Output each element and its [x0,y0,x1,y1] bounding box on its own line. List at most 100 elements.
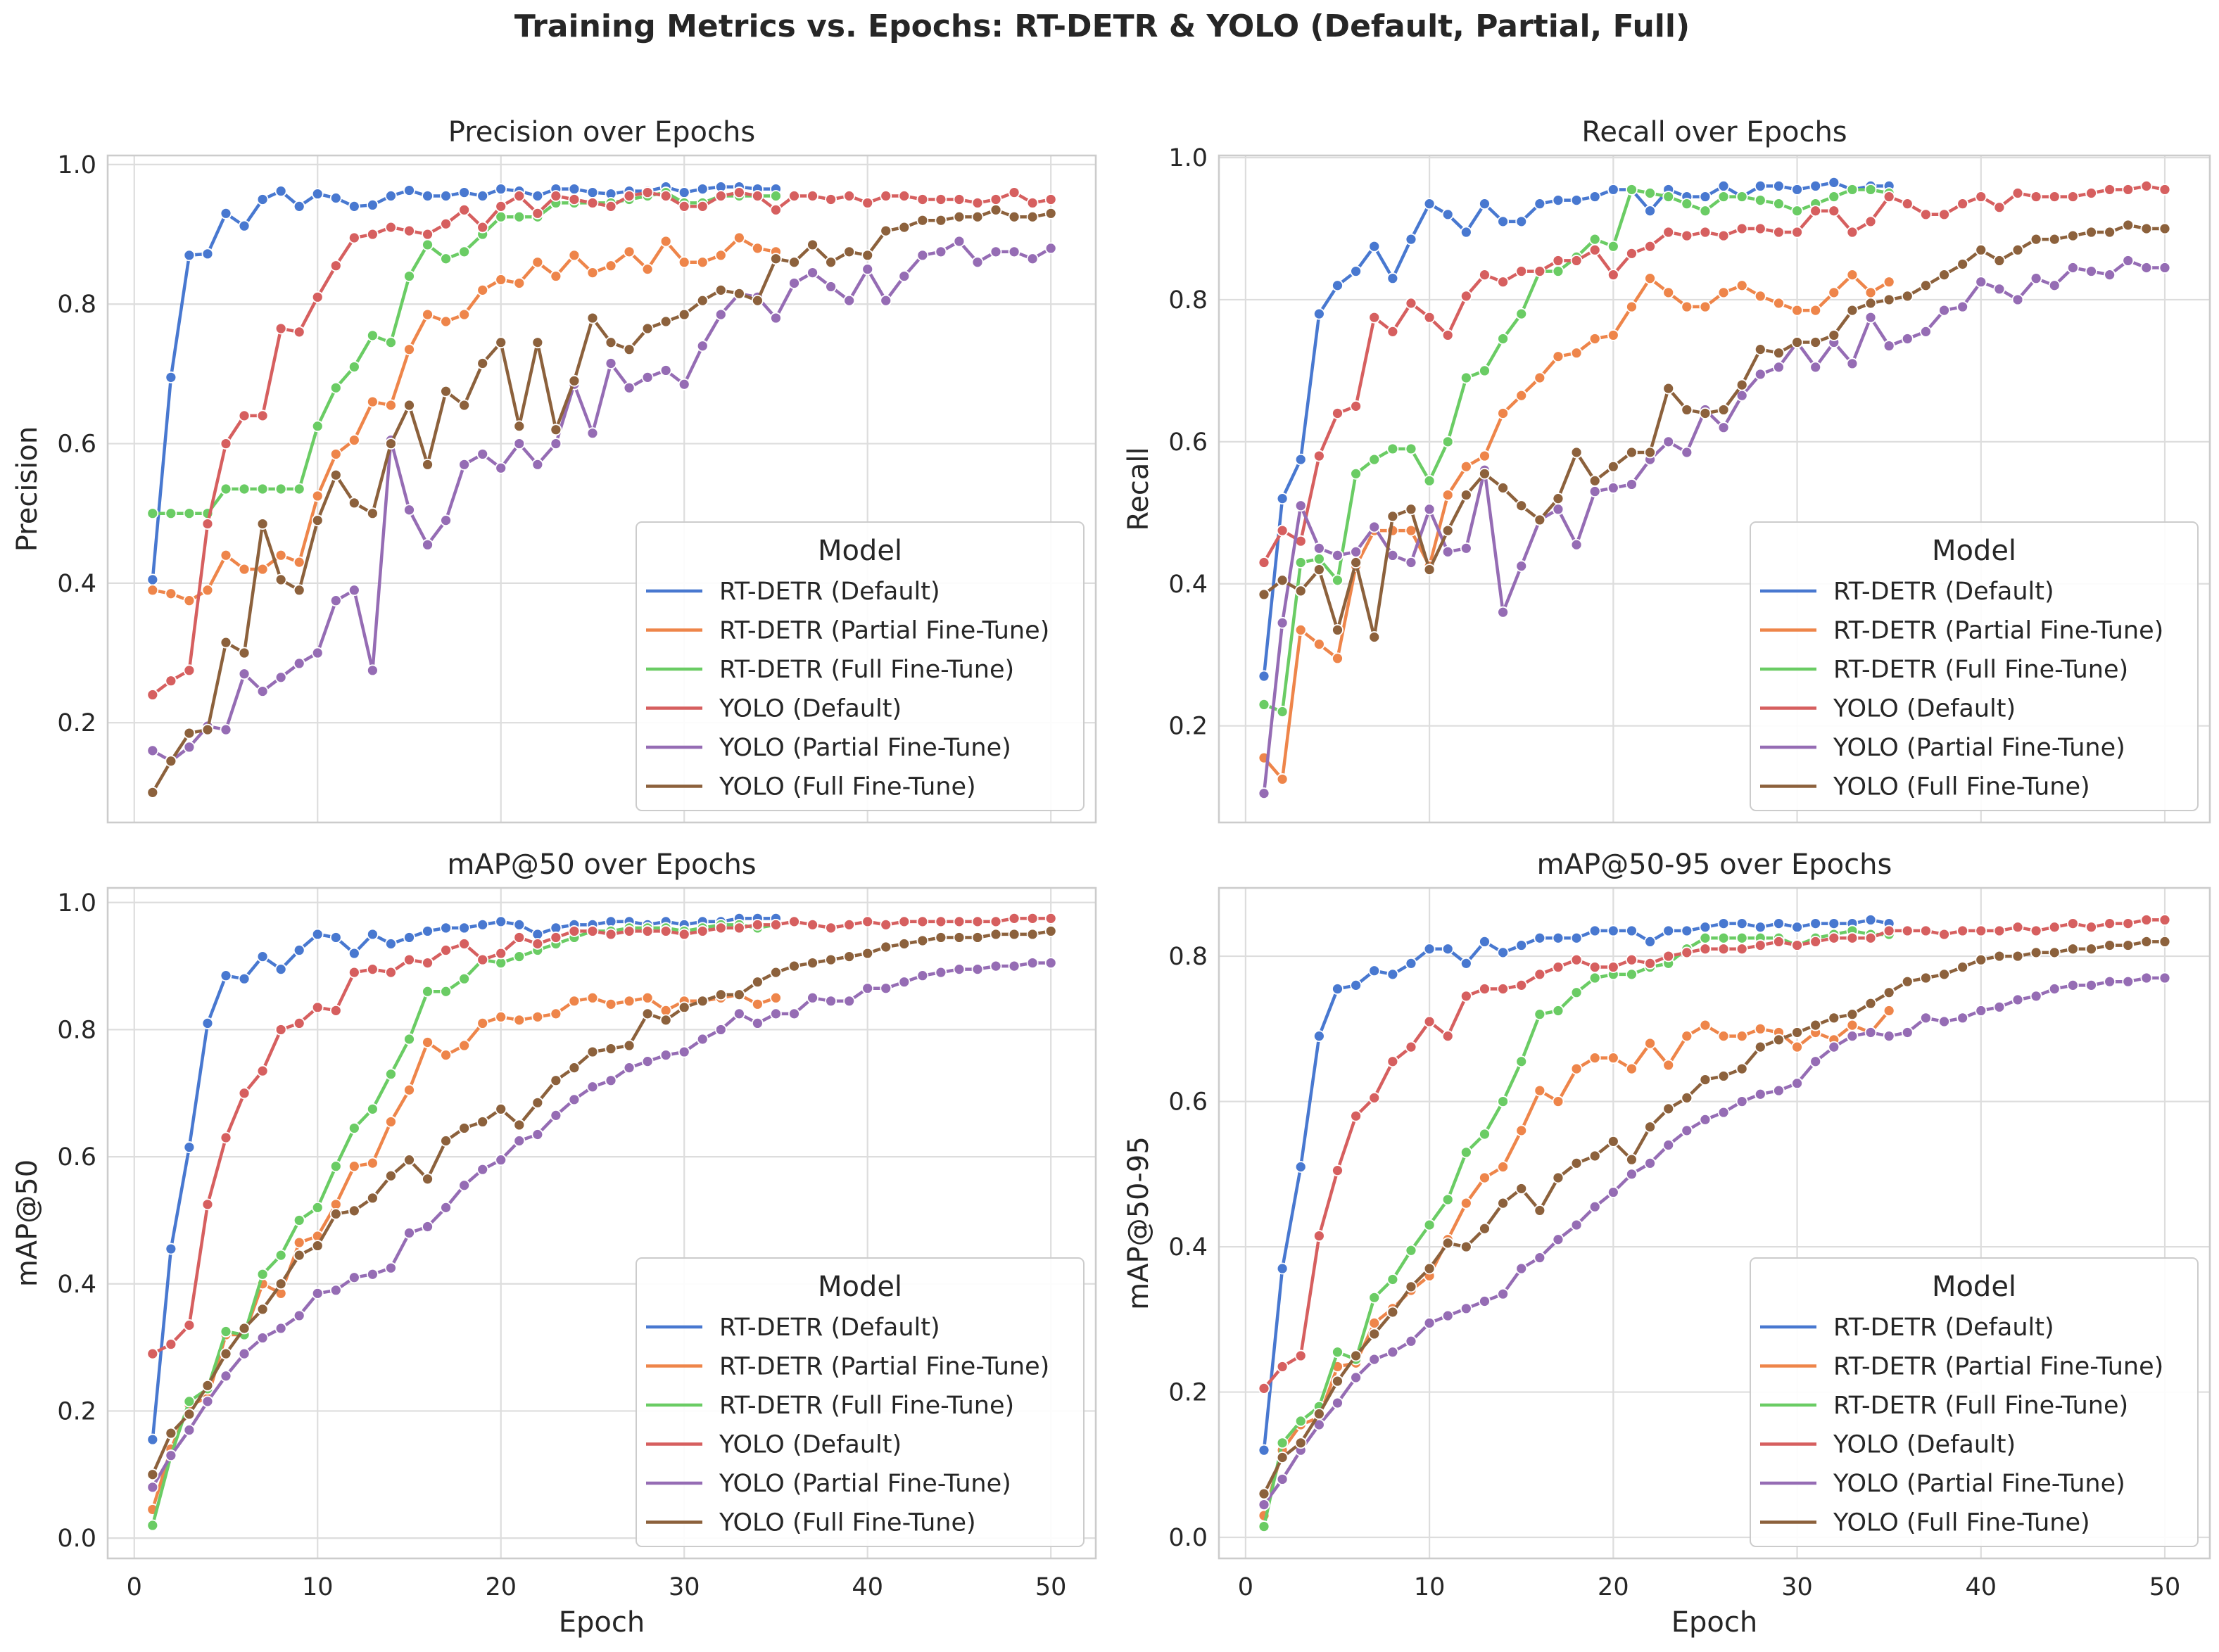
data-point [1026,197,1039,209]
data-point [1754,939,1766,951]
data-point [2085,979,2097,991]
data-point [513,210,526,223]
data-point [1313,553,1325,565]
data-point [1534,932,1546,944]
data-point [733,287,745,300]
data-point [165,371,177,383]
data-point [1773,198,1785,210]
data-point [898,190,911,202]
data-point [476,1017,489,1029]
data-point [329,1004,342,1017]
data-point [825,953,837,966]
data-point [274,1249,287,1262]
data-point [293,1017,305,1029]
data-point [1588,961,1601,973]
data-point [843,294,856,307]
data-point [1846,1030,1859,1043]
data-point [238,647,251,659]
data-point [1570,255,1583,267]
data-point [752,918,764,931]
data-point [1368,521,1381,533]
data-point [531,1096,544,1109]
data-point [2104,184,2116,196]
data-point [1607,482,1619,494]
data-point [1258,1382,1270,1394]
data-point [1570,986,1583,999]
data-point [201,1379,214,1392]
data-point [1956,258,1969,270]
data-point [1497,276,1509,288]
data-point [1588,1200,1601,1213]
data-point [898,938,911,950]
data-point [568,183,581,195]
data-point [1773,917,1785,929]
data-point [1864,215,1877,228]
data-point [274,1024,287,1036]
data-point [1956,1012,1969,1024]
data-point [385,399,397,412]
data-point [1515,265,1528,277]
data-point [1975,243,1987,256]
data-point [1294,1415,1307,1428]
data-point [586,427,599,440]
data-point [1441,1030,1454,1043]
data-point [550,932,562,943]
data-point [311,647,324,659]
data-point [256,193,269,205]
data-point [403,504,415,516]
data-point [1736,943,1748,955]
data-point [1515,560,1528,572]
series-rt-detr-partial-fine-tune [1258,269,1895,785]
data-point [165,1243,177,1255]
data-point [1644,205,1656,217]
data-point [385,190,397,202]
data-point [1626,953,1638,966]
data-point [807,918,818,931]
y-tick-label: 0.4 [57,570,96,598]
data-point [623,995,636,1008]
data-point [843,995,856,1008]
data-point [1332,279,1344,292]
data-point [1699,407,1712,419]
data-point [366,1268,379,1281]
data-point [752,998,764,1010]
data-point [440,253,452,265]
data-point [1313,638,1325,650]
data-point [1644,957,1656,970]
data-point [953,915,966,928]
data-point [513,190,526,202]
data-point [238,220,251,232]
data-point [293,1309,305,1322]
data-point [238,483,251,495]
data-point [1386,1306,1399,1319]
x-tick-label: 50 [1035,1573,1067,1601]
data-point [2158,936,2171,948]
data-point [1699,205,1712,217]
data-point [1993,201,2006,214]
data-point [385,938,397,950]
data-point [2122,184,2135,196]
data-point [531,1129,544,1140]
data-point [165,1427,177,1440]
data-point [1607,961,1619,973]
data-point [1479,983,1491,995]
data-point [586,186,599,198]
data-point [422,925,434,937]
data-point [1423,564,1436,576]
legend-title: Model [818,1271,902,1303]
data-point [531,207,544,220]
data-point [916,249,929,262]
data-point [220,1347,232,1360]
data-point [440,985,452,998]
data-point [1588,233,1601,246]
data-point [1773,297,1785,310]
data-point [293,1214,305,1226]
data-point [1920,279,1932,292]
data-point [696,183,709,195]
data-point [348,361,360,373]
data-point [1681,198,1693,210]
data-point [1975,276,1987,288]
data-point [1313,1030,1325,1043]
data-point [770,966,782,979]
data-point [348,966,360,979]
